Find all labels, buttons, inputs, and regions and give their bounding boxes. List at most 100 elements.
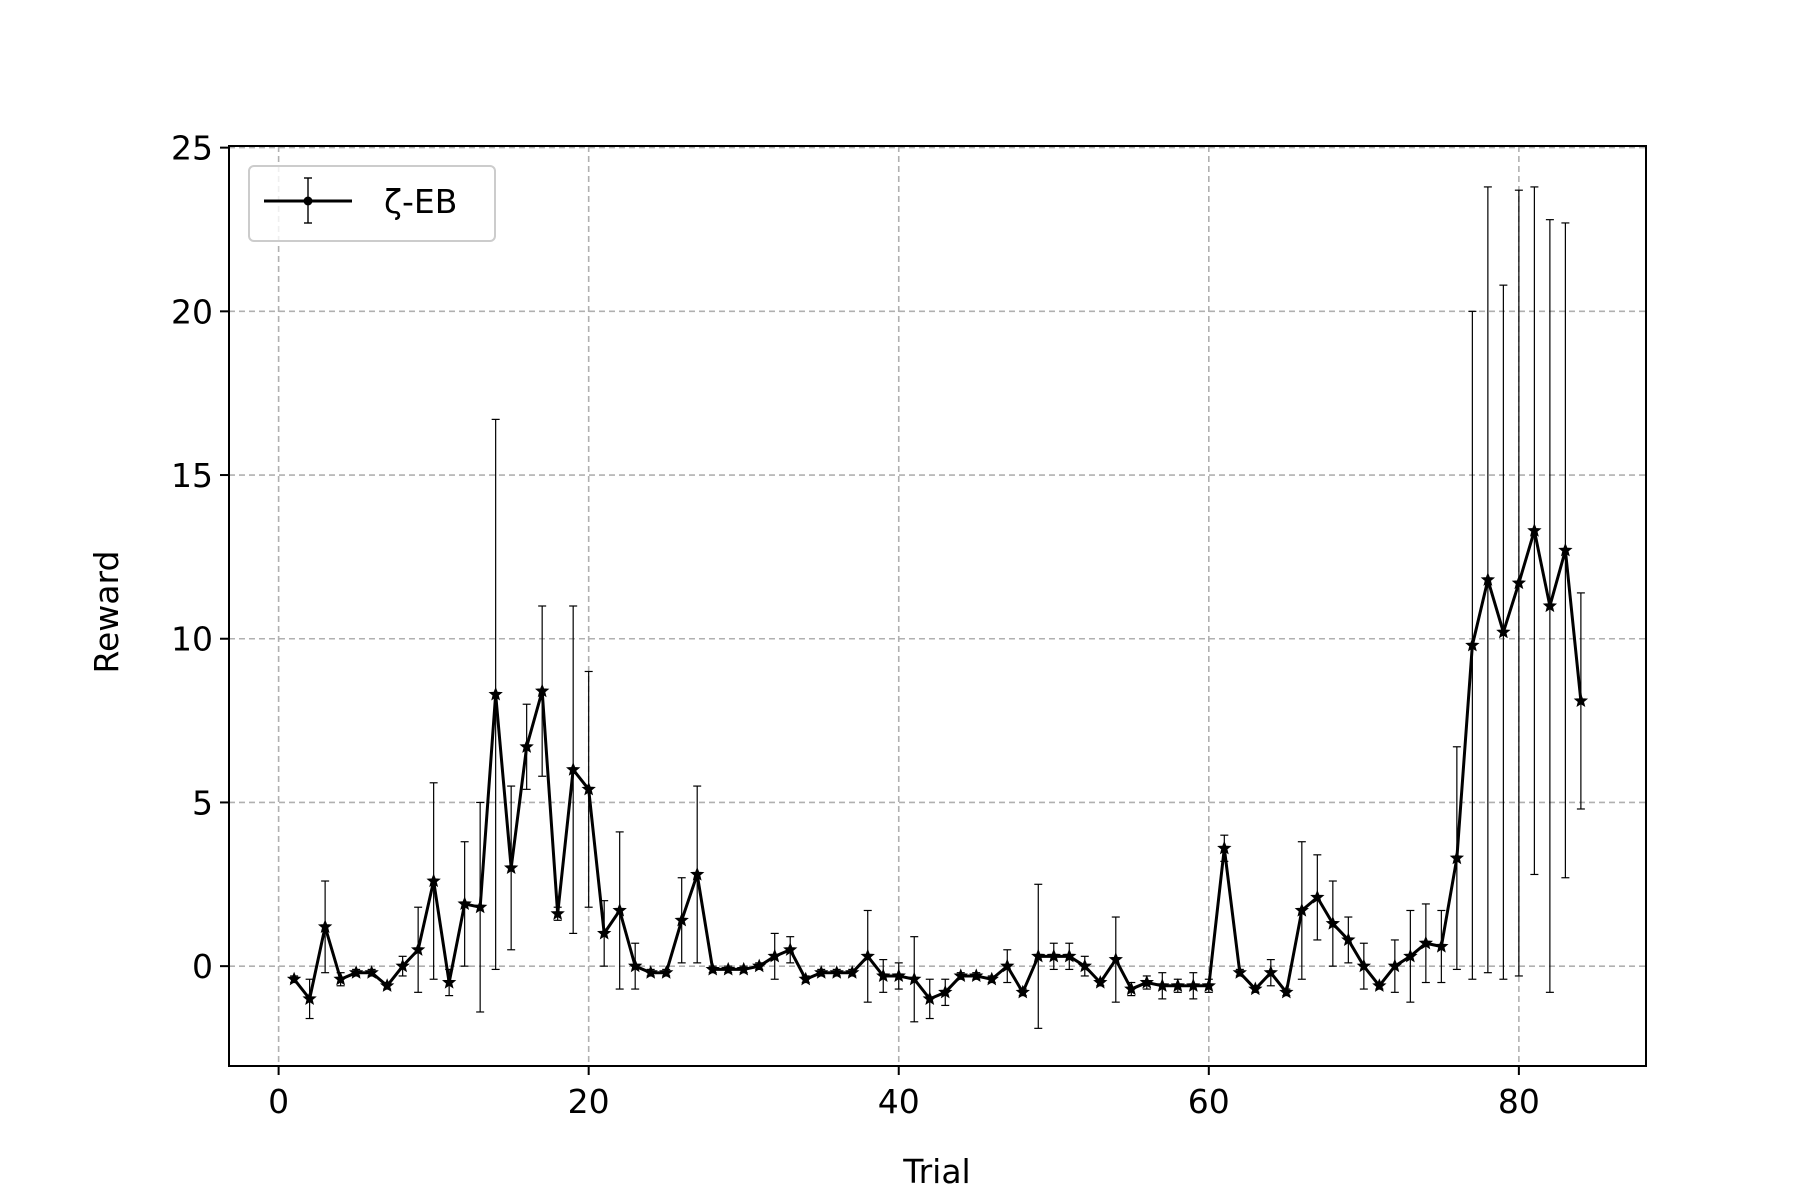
data-point (1325, 916, 1340, 930)
data-point (1496, 624, 1511, 639)
data-point (1558, 542, 1573, 557)
data-point (953, 968, 968, 983)
data-point (1015, 984, 1030, 999)
data-point (317, 919, 333, 933)
data-point (767, 948, 782, 963)
legend-box (248, 165, 496, 242)
data-point (1418, 935, 1434, 950)
data-point (333, 971, 348, 986)
data-point (1341, 932, 1356, 947)
data-point (1093, 974, 1108, 989)
data-point (379, 978, 395, 992)
data-point (969, 968, 984, 983)
data-point (643, 965, 658, 979)
data-point (612, 902, 627, 917)
data-point (1155, 978, 1170, 992)
plot-frame (228, 145, 1647, 1067)
data-point (1139, 974, 1154, 989)
data-point (395, 958, 410, 973)
x-axis-label: Trial (902, 1152, 970, 1191)
data-point (364, 965, 379, 979)
data-point (752, 958, 767, 973)
data-point (1403, 948, 1418, 963)
data-point (426, 873, 441, 888)
data-point (441, 974, 457, 989)
data-point (690, 866, 705, 881)
data-point (1170, 978, 1185, 992)
x-tick-label: 80 (1498, 1082, 1540, 1121)
data-point (736, 961, 751, 976)
data-point (1294, 902, 1309, 917)
data-point (1124, 981, 1139, 996)
data-point (938, 984, 953, 999)
x-tick-label: 20 (568, 1082, 610, 1121)
data-point (845, 965, 860, 979)
data-point (628, 958, 643, 973)
data-point (410, 942, 426, 956)
data-point (1511, 575, 1527, 590)
data-point (984, 971, 999, 986)
data-point (674, 912, 689, 927)
data-point (1186, 978, 1201, 992)
data-point (597, 925, 612, 940)
data-point (1434, 938, 1449, 953)
data-point (1387, 958, 1403, 973)
y-tick-label: 15 (171, 456, 213, 495)
data-point (550, 906, 565, 920)
data-point (891, 968, 906, 983)
y-tick-label: 20 (171, 292, 213, 331)
data-point (1062, 948, 1077, 963)
data-point (814, 965, 829, 979)
data-point (798, 971, 813, 986)
axis-ticks: 0 20 40 60 80 0 5 10 15 20 25 (171, 129, 1540, 1121)
data-point (1046, 948, 1061, 963)
y-tick-label: 10 (171, 620, 213, 659)
data-point (286, 971, 302, 986)
data-point (860, 948, 875, 963)
data-point (472, 899, 488, 914)
data-point (1480, 572, 1496, 586)
data-point (1232, 965, 1247, 979)
data-point (1201, 978, 1216, 992)
data-point (503, 860, 519, 875)
data-point (1279, 984, 1294, 999)
data-point (721, 961, 736, 976)
data-point (1031, 948, 1046, 963)
y-axis-label: Reward (87, 551, 126, 674)
x-tick-label: 40 (878, 1082, 920, 1121)
data-point (1527, 523, 1542, 537)
y-tick-label: 5 (192, 783, 213, 822)
data-point (922, 991, 937, 1005)
data-point (1465, 637, 1480, 652)
data-point (783, 942, 798, 956)
data-point (1108, 952, 1123, 966)
data-point (566, 762, 581, 776)
data-point (1248, 981, 1263, 996)
data-point (1077, 958, 1092, 973)
y-tick-label: 25 (171, 129, 213, 168)
data-point (1372, 978, 1387, 992)
data-point (348, 965, 364, 979)
x-tick-label: 0 (268, 1082, 289, 1121)
data-point (457, 896, 472, 911)
legend: ζ-EB (248, 165, 496, 242)
data-point (1573, 693, 1589, 708)
data-point (581, 781, 596, 796)
data-point (1449, 850, 1465, 865)
data-point (705, 961, 720, 976)
data-point (659, 965, 674, 979)
series-ze-eb (286, 186, 1589, 1029)
data-point (535, 683, 550, 698)
data-point (1542, 598, 1558, 613)
x-tick-label: 60 (1188, 1082, 1230, 1121)
data-point (1217, 840, 1232, 855)
data-point (1356, 958, 1372, 973)
y-tick-label: 0 (192, 947, 213, 986)
data-point (1000, 958, 1015, 973)
data-point (876, 968, 891, 983)
data-point (829, 965, 844, 979)
data-point (302, 991, 317, 1005)
data-point (488, 686, 503, 701)
data-point (1310, 889, 1325, 904)
